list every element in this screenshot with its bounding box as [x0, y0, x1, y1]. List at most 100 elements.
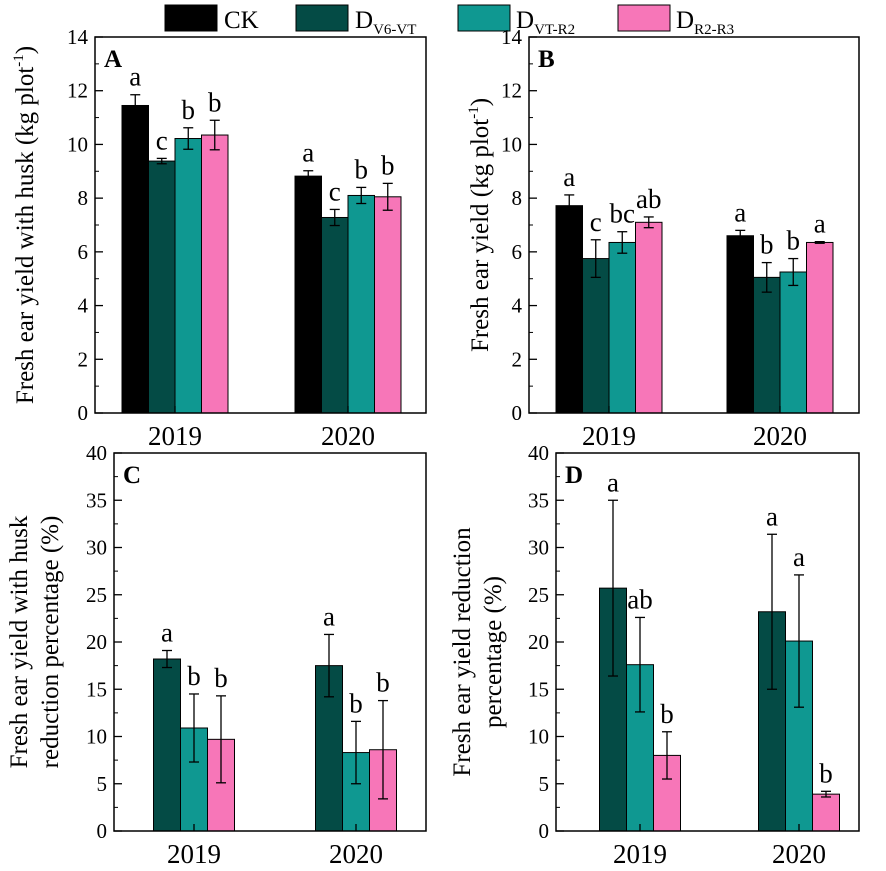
legend-label-sub: VT-R2 — [534, 22, 575, 38]
y-tick-label: 14 — [501, 25, 523, 49]
y-axis-label-end: ) — [12, 46, 39, 54]
y-tick-label: 4 — [512, 294, 523, 318]
y-tick-label: 2 — [78, 347, 89, 371]
significance-letter: b — [349, 688, 363, 718]
y-tick-label: 2 — [512, 347, 523, 371]
y-tick-label: 25 — [86, 583, 107, 607]
significance-letter: ab — [627, 584, 652, 614]
y-axis-label-line2: percentage (%) — [480, 576, 507, 728]
y-tick-label: 15 — [528, 677, 549, 701]
significance-letter: b — [819, 758, 833, 788]
y-tick-label: 20 — [528, 630, 549, 654]
y-tick-label: 0 — [78, 401, 89, 425]
significance-letter: bc — [610, 199, 636, 229]
significance-letter: b — [208, 87, 222, 117]
significance-letter: c — [590, 207, 602, 237]
bar — [812, 793, 840, 832]
bar — [294, 175, 322, 414]
significance-letter: a — [302, 138, 314, 168]
significance-letter: b — [660, 699, 674, 729]
y-tick-label: 35 — [528, 488, 549, 512]
bar — [582, 258, 610, 414]
y-tick-label: 0 — [539, 819, 550, 843]
y-axis-label-line2: reduction percentage (%) — [37, 516, 64, 769]
y-tick-label: 8 — [78, 186, 89, 210]
significance-letter: ab — [636, 184, 661, 214]
y-axis-label-end: ) — [467, 98, 494, 106]
y-tick-label: 12 — [501, 79, 522, 103]
bar — [726, 235, 754, 414]
y-tick-label: 30 — [528, 536, 549, 560]
y-tick-label: 14 — [67, 25, 89, 49]
y-axis-label-main: Fresh ear yield (kg plot — [467, 119, 494, 352]
panel-letter: A — [104, 46, 122, 73]
y-axis-label-sup: -1 — [11, 54, 27, 67]
significance-letter: b — [381, 150, 395, 180]
bar — [201, 134, 229, 414]
y-tick-label: 10 — [528, 725, 549, 749]
legend-label-main: D — [516, 7, 534, 34]
legend-label-main: CK — [224, 7, 259, 34]
y-tick-label: 20 — [86, 630, 107, 654]
significance-letter: a — [607, 467, 619, 497]
legend-label-sub: R2-R3 — [694, 22, 734, 38]
bar — [608, 241, 636, 414]
legend: CK DV6-VT DVT-R2 DR2-R3 — [164, 4, 734, 38]
x-tick-label: 2020 — [772, 839, 826, 869]
panel-letter: C — [123, 462, 141, 489]
legend-label: DVT-R2 — [516, 7, 575, 38]
y-tick-label: 30 — [86, 536, 107, 560]
x-tick-label: 2019 — [167, 839, 221, 869]
x-tick-label: 2020 — [321, 421, 375, 451]
significance-letter: b — [760, 230, 774, 260]
bar — [806, 241, 834, 414]
significance-letter: a — [323, 601, 335, 631]
bar — [174, 138, 202, 414]
significance-letter: b — [355, 154, 369, 184]
significance-letter: a — [766, 501, 778, 531]
y-tick-label: 4 — [78, 294, 89, 318]
significance-letter: c — [156, 125, 168, 155]
bar — [753, 276, 781, 414]
legend-swatch — [295, 4, 349, 32]
y-axis-label-line1: Fresh ear yield with husk — [6, 515, 33, 768]
y-tick-label: 6 — [78, 240, 89, 264]
x-tick-label: 2020 — [329, 839, 383, 869]
x-tick-label: 2019 — [148, 421, 202, 451]
significance-letter: b — [214, 663, 228, 693]
legend-label: DR2-R3 — [676, 7, 734, 38]
significance-letter: a — [129, 62, 141, 92]
bar — [635, 221, 663, 414]
y-tick-label: 35 — [86, 488, 107, 512]
y-tick-label: 10 — [501, 132, 522, 156]
legend-swatch — [617, 4, 671, 32]
significance-letter: b — [376, 668, 390, 698]
panel-letter: D — [565, 462, 583, 489]
bar — [121, 104, 149, 414]
y-tick-label: 10 — [67, 132, 88, 156]
y-tick-label: 0 — [512, 401, 523, 425]
legend-label: CK — [224, 7, 259, 34]
bar — [347, 194, 375, 414]
bar — [148, 160, 176, 414]
x-tick-label: 2019 — [582, 421, 636, 451]
legend-label: DV6-VT — [355, 7, 416, 38]
significance-letter: a — [793, 542, 805, 572]
significance-letter: a — [563, 162, 575, 192]
significance-letter: b — [182, 95, 196, 125]
y-tick-label: 40 — [528, 441, 549, 465]
y-tick-label: 40 — [86, 441, 107, 465]
y-tick-label: 5 — [539, 772, 550, 796]
y-tick-label: 12 — [67, 79, 88, 103]
x-tick-label: 2020 — [753, 421, 807, 451]
bar — [321, 216, 349, 414]
legend-swatch — [164, 4, 218, 32]
panel-letter: B — [538, 46, 555, 73]
significance-letter: a — [814, 209, 826, 239]
significance-letter: c — [329, 176, 341, 206]
